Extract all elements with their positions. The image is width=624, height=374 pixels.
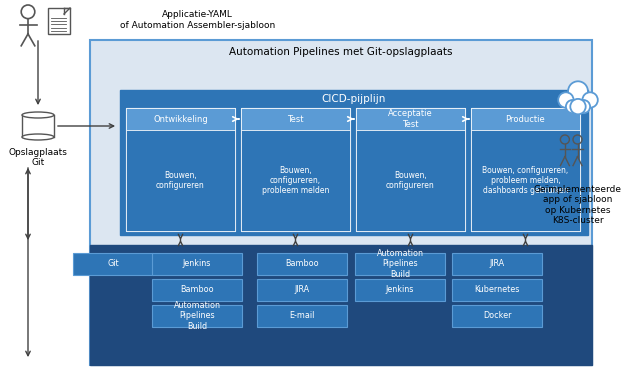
Bar (471, 130, 580, 231)
Text: Test: Test (287, 114, 304, 123)
Bar (152, 279, 242, 301)
Text: Bamboo: Bamboo (285, 260, 319, 269)
Circle shape (570, 99, 586, 114)
Text: E-mail: E-mail (290, 312, 314, 321)
Text: Git: Git (107, 260, 119, 269)
Bar (355, 253, 445, 275)
Ellipse shape (22, 134, 54, 140)
Bar (152, 305, 242, 327)
Bar (452, 279, 542, 301)
Bar (356, 130, 465, 231)
Bar (356, 108, 465, 130)
Ellipse shape (22, 112, 54, 118)
Bar (241, 130, 350, 231)
Text: Ontwikkeling: Ontwikkeling (153, 114, 208, 123)
Bar (120, 90, 588, 235)
Bar (452, 305, 542, 327)
Text: JIRA: JIRA (489, 260, 505, 269)
Bar (257, 253, 347, 275)
Circle shape (582, 92, 598, 108)
Text: Geïmplementeerde
app of sjabloon
op Kubernetes
K8S-cluster: Geïmplementeerde app of sjabloon op Kube… (534, 185, 622, 225)
Bar (257, 279, 347, 301)
Text: Automation
Pipelines
Build: Automation Pipelines Build (173, 301, 220, 331)
Bar (90, 40, 592, 365)
Bar (471, 108, 580, 130)
Bar (126, 130, 235, 231)
Bar (241, 108, 350, 130)
Bar (152, 253, 242, 275)
Text: Bouwen,
configureren,
probleem melden: Bouwen, configureren, probleem melden (262, 166, 329, 195)
Bar (257, 305, 347, 327)
Text: Docker: Docker (483, 312, 511, 321)
Text: Opslagplaats
Git: Opslagplaats Git (9, 148, 67, 168)
Bar (471, 108, 580, 231)
Bar (241, 108, 350, 231)
Bar (73, 253, 153, 275)
Text: CICD-pijplijn: CICD-pijplijn (322, 94, 386, 104)
Text: Bouwen,
configureren: Bouwen, configureren (386, 171, 435, 190)
Bar (126, 108, 235, 130)
Bar (356, 108, 465, 231)
Bar (22, 115, 54, 137)
Circle shape (568, 81, 588, 101)
Bar (48, 8, 70, 34)
Text: Jenkins: Jenkins (183, 260, 211, 269)
Circle shape (566, 100, 579, 113)
Bar (90, 245, 592, 365)
Circle shape (577, 100, 590, 113)
Bar (452, 253, 542, 275)
Text: Automation Pipelines met Git-opslagplaats: Automation Pipelines met Git-opslagplaat… (229, 47, 453, 57)
Text: Automation
Pipelines
Build: Automation Pipelines Build (376, 249, 424, 279)
Text: Productie: Productie (505, 114, 545, 123)
Text: Kubernetes: Kubernetes (474, 285, 520, 294)
Bar (355, 279, 445, 301)
Bar (126, 108, 235, 231)
Text: Applicatie-YAML
of Automation Assembler-sjabloon: Applicatie-YAML of Automation Assembler-… (120, 10, 275, 30)
Text: Bouwen, configureren,
probleem melden,
dashboards gebruiken: Bouwen, configureren, probleem melden, d… (482, 166, 568, 195)
Text: JIRA: JIRA (295, 285, 310, 294)
Text: Bouwen,
configureren: Bouwen, configureren (156, 171, 205, 190)
Text: Jenkins: Jenkins (386, 285, 414, 294)
Circle shape (558, 92, 573, 108)
Text: Bamboo: Bamboo (180, 285, 214, 294)
Text: Acceptatie
Test: Acceptatie Test (388, 109, 433, 129)
